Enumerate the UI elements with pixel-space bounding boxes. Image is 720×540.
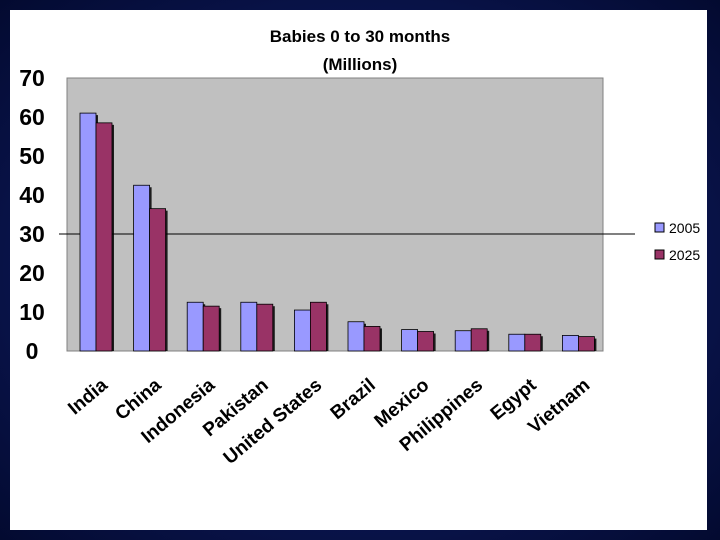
bar-2005-vietnam: [562, 334, 579, 352]
bar-2025-egypt: [524, 333, 542, 352]
y-tick-label: 0: [26, 338, 39, 364]
legend-label-2005: 2005: [669, 220, 700, 236]
chart-subtitle: (Millions): [323, 55, 398, 74]
bars-group: [79, 112, 597, 352]
bar-2005-china: [133, 184, 150, 352]
bar-2025-india: [95, 122, 113, 352]
bar-2025-pakistan: [256, 303, 274, 352]
legend-swatch-2005: [654, 222, 665, 233]
y-tick-label: 20: [19, 260, 45, 286]
bar-2025-indonesia: [202, 305, 220, 352]
bar-2025-vietnam: [578, 336, 595, 352]
y-tick-label: 10: [19, 299, 45, 325]
bar-chart: Babies 0 to 30 months (Millions) 0 10 20 30…: [19, 27, 700, 469]
legend-swatch-2025: [654, 249, 665, 260]
y-tick-label: 50: [19, 143, 45, 169]
bar-2025-brazil: [363, 326, 381, 352]
bar-2005-indonesia: [186, 301, 204, 352]
y-tick-label: 60: [19, 104, 45, 130]
bar-2025-china: [149, 208, 167, 352]
bar-2005-united-states: [293, 309, 311, 352]
bar-2005-brazil: [347, 321, 365, 352]
legend-label-2025: 2025: [669, 247, 700, 263]
y-tick-label: 30: [19, 221, 45, 247]
y-axis-ticks: 0 10 20 30 40 50 60 70: [19, 65, 45, 364]
y-tick-label: 40: [19, 182, 45, 208]
chart-panel: Babies 0 to 30 months (Millions) 0 10 20 30…: [10, 10, 707, 530]
bar-2005-philippines: [454, 330, 472, 352]
bar-2005-mexico: [401, 329, 419, 352]
bar-2025-mexico: [417, 331, 435, 352]
legend: 2005 2025: [654, 220, 700, 263]
x-tick-label: India: [64, 374, 112, 419]
bar-2025-philippines: [470, 328, 488, 352]
bar-2025-united-states: [309, 301, 327, 352]
bar-2005-pakistan: [240, 301, 258, 352]
chart-title: Babies 0 to 30 months: [270, 27, 450, 46]
bar-2005-egypt: [508, 333, 526, 352]
y-tick-label: 70: [19, 65, 45, 91]
bar-2005-india: [79, 112, 97, 352]
